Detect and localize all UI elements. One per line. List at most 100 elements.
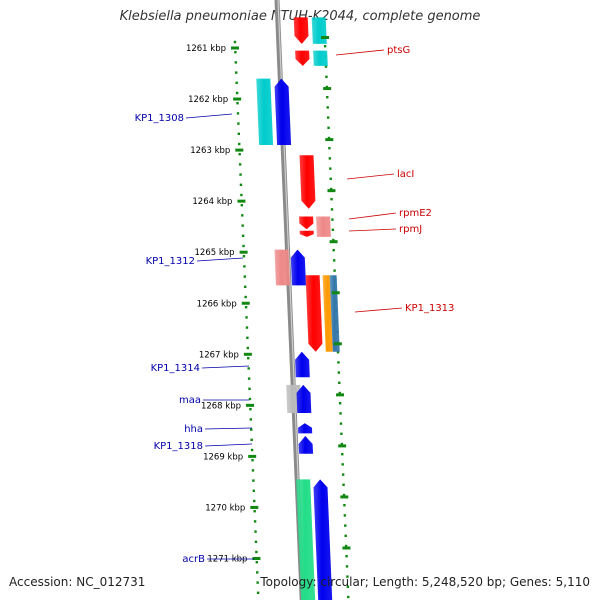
ruler-tick-label: 1270 kbp: [205, 503, 245, 513]
ruler-dot: [248, 397, 252, 401]
ruler-dot: [327, 136, 331, 140]
ruler-tick-mark: [325, 138, 334, 142]
gene-forward-red[interactable]: [299, 230, 314, 237]
ruler-dot: [236, 112, 240, 115]
gene-forward-steelblue[interactable]: [329, 275, 340, 352]
gene-forward-cyan[interactable]: [311, 17, 327, 44]
gene-reverse-blue[interactable]: [295, 351, 310, 378]
ruler-dot: [237, 122, 240, 125]
ruler-dot: [253, 499, 256, 503]
gene-label-reverse[interactable]: KP1_1312: [146, 256, 195, 267]
ruler-dot: [242, 244, 245, 248]
gene-label-reverse[interactable]: hha: [184, 424, 203, 435]
ruler-tick-mark: [241, 301, 250, 305]
ruler-dot: [330, 208, 334, 211]
ruler-dot: [246, 336, 249, 339]
ruler-dot: [337, 361, 340, 364]
ruler-dot: [326, 96, 329, 99]
ruler-dot: [235, 91, 239, 95]
ruler-tick-label: 1261 kbp: [186, 44, 226, 54]
ruler-tick-label: 1263 kbp: [190, 146, 230, 156]
ruler-dot: [235, 81, 238, 84]
ruler-dot: [331, 218, 334, 221]
gene-reverse-blue[interactable]: [274, 78, 292, 145]
ruler-dot: [330, 198, 333, 201]
gene-forward-red[interactable]: [299, 216, 314, 230]
ruler-dot: [244, 295, 247, 299]
gene-label-reverse[interactable]: maa: [179, 395, 201, 406]
ruler-tick-mark: [340, 495, 349, 499]
ruler-tick-mark: [248, 454, 257, 458]
label-leader-line: [185, 113, 233, 119]
ruler-dot: [329, 177, 332, 180]
ruler-dot: [250, 438, 253, 441]
gene-label-forward[interactable]: rpmJ: [399, 224, 422, 235]
ruler-dot: [341, 473, 345, 476]
ruler-tick-mark: [342, 546, 351, 550]
gene-label-forward[interactable]: ptsG: [387, 45, 410, 56]
ruler-dot: [346, 575, 349, 578]
gene-forward-orange[interactable]: [322, 275, 333, 352]
gene-reverse-cyan[interactable]: [256, 78, 274, 145]
ruler-dot: [256, 591, 260, 594]
ruler-dot: [341, 463, 344, 466]
ruler-tick-mark: [239, 250, 248, 254]
gene-label-reverse[interactable]: KP1_1318: [154, 441, 203, 452]
gene-label-forward[interactable]: lacI: [397, 169, 414, 180]
ruler-dot: [233, 40, 237, 44]
gene-label-reverse[interactable]: KP1_1308: [135, 113, 184, 124]
ruler-dot: [344, 534, 347, 537]
gene-reverse-blue[interactable]: [298, 436, 314, 454]
ruler-dot: [328, 157, 332, 160]
gene-features: [256, 17, 340, 600]
ruler-dot: [344, 524, 347, 527]
ruler-dot: [244, 285, 247, 288]
gene-forward-red[interactable]: [305, 275, 323, 352]
ruler-tick-label: 1266 kbp: [197, 299, 237, 309]
ruler-dot: [245, 316, 248, 319]
ruler-dot: [345, 565, 349, 568]
gene-label-forward[interactable]: rpmE2: [399, 208, 432, 219]
ruler-dot: [343, 504, 346, 507]
ruler-dot: [345, 555, 348, 558]
label-leader-line: [354, 307, 403, 313]
gene-forward-red[interactable]: [293, 17, 309, 44]
ruler-dot: [331, 228, 335, 231]
gene-reverse-blue[interactable]: [313, 479, 333, 600]
gene-reverse-green[interactable]: [296, 479, 316, 600]
gene-label-reverse[interactable]: acrB: [182, 554, 205, 565]
gene-reverse-blue[interactable]: [296, 384, 312, 413]
ruler-dot: [255, 550, 258, 554]
ruler-tick-mark: [243, 352, 252, 356]
ruler-dot: [338, 391, 341, 395]
ruler-dot: [255, 561, 259, 564]
ruler-dot: [242, 255, 246, 258]
ruler-dot: [249, 408, 252, 411]
ruler-tick-label: 1267 kbp: [199, 350, 239, 360]
gene-reverse-blue[interactable]: [298, 423, 313, 434]
gene-forward-red[interactable]: [295, 50, 310, 66]
gene-reverse-blue[interactable]: [290, 249, 306, 286]
gene-label-forward[interactable]: KP1_1313: [405, 303, 454, 314]
gene-forward-salmon[interactable]: [316, 216, 331, 237]
ruler-dot: [234, 61, 238, 64]
ruler-dot: [248, 387, 251, 390]
label-leader-line: [204, 427, 253, 430]
ruler-tick-mark: [327, 189, 336, 193]
ruler-dot: [326, 116, 330, 119]
ruler-dot: [241, 234, 245, 237]
gene-forward-cyan[interactable]: [313, 50, 328, 66]
ruler-tick-mark: [252, 557, 261, 560]
ruler-dot: [236, 102, 239, 105]
ruler-dot: [325, 85, 329, 89]
ruler-dot: [326, 106, 329, 109]
gene-label-reverse[interactable]: KP1_1314: [151, 363, 200, 374]
ruler-dot: [342, 483, 345, 486]
ruler-dot: [240, 204, 244, 207]
gene-forward-red[interactable]: [299, 155, 316, 209]
ruler-dot: [247, 377, 251, 380]
ruler-tick-mark: [250, 505, 259, 509]
ruler-dot: [327, 126, 330, 129]
gene-reverse-salmon[interactable]: [274, 249, 291, 286]
ruler-tick-label: 1264 kbp: [192, 197, 232, 207]
